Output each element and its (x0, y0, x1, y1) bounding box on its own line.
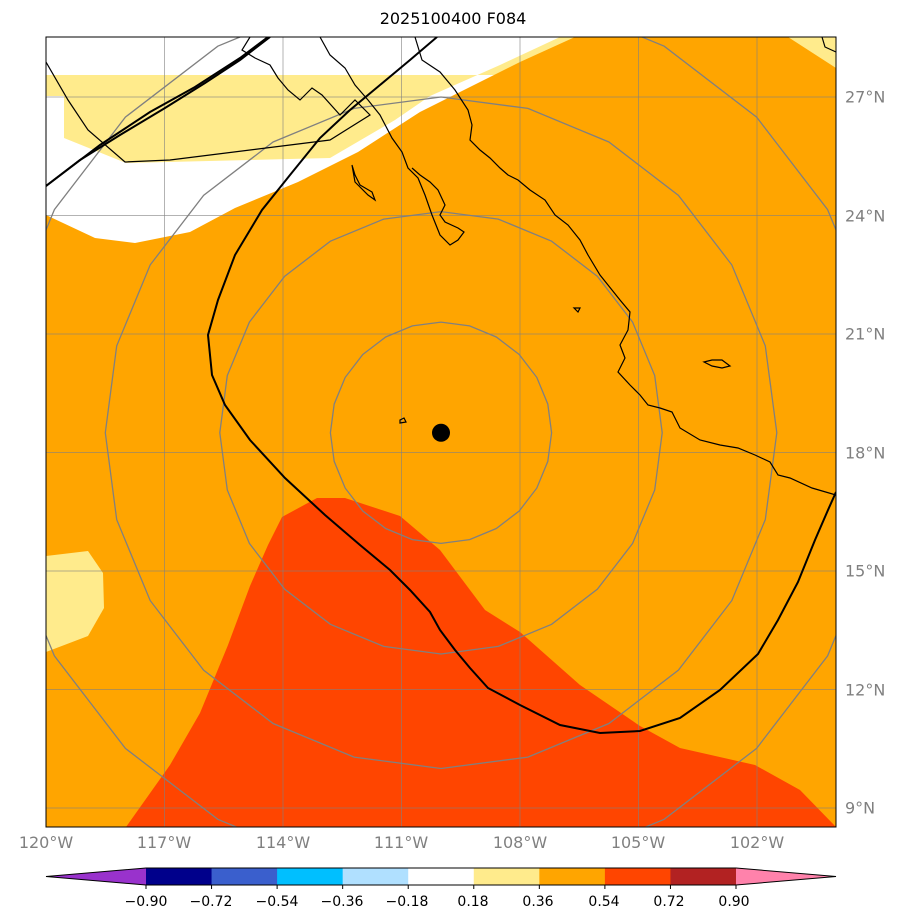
lon-label-108w: 108°W (492, 833, 548, 852)
colorbar-tick-label: −0.18 (385, 894, 429, 910)
lon-label-102w: 102°W (729, 833, 785, 852)
range-ring (104, 96, 778, 770)
lat-label-27n: 27°N (845, 87, 886, 107)
colorbar-tick-label: 0.90 (718, 894, 750, 910)
colorbar-segment (539, 868, 606, 885)
lon-label-105w: 105°W (610, 833, 666, 852)
lat-label-9n: 9°N (845, 798, 876, 818)
colorbar-segment (342, 868, 409, 885)
colorbar (45, 867, 837, 889)
lon-label-114w: 114°W (255, 833, 311, 852)
lon-label-111w: 111°W (373, 833, 429, 852)
red-orange-region (126, 498, 836, 827)
lat-label-21n: 21°N (845, 324, 886, 344)
colorbar-tick-label: 0.18 (457, 894, 489, 910)
colorbar-tick-label: −0.54 (255, 894, 299, 910)
lat-label-12n: 12°N (845, 680, 886, 700)
colorbar-segment (473, 868, 540, 885)
colorbar-extend-high (736, 868, 836, 885)
coastline (46, 37, 836, 496)
colorbar-segment (146, 868, 213, 885)
colorbar-segment (670, 868, 737, 885)
colorbar-tick-label: 0.72 (653, 894, 685, 910)
map-frame (45, 36, 837, 828)
colorbar-tick-label: −0.72 (189, 894, 233, 910)
lat-label-18n: 18°N (845, 443, 886, 463)
colorbar-tick-label: 0.36 (522, 894, 554, 910)
range-ring (329, 321, 553, 545)
lat-label-15n: 15°N (845, 561, 886, 581)
track-upper-line (46, 37, 269, 187)
colorbar-segment (277, 868, 344, 885)
colorbar-segment (211, 868, 278, 885)
storm-center-marker (432, 423, 450, 442)
colorbar-segment (604, 868, 671, 885)
lat-lon-grid (46, 37, 836, 827)
colorbar-segment (408, 868, 475, 885)
lat-label-24n: 24°N (845, 206, 886, 226)
colorbar-extend-low (46, 868, 146, 885)
colorbar-tick-label: −0.36 (320, 894, 364, 910)
colorbar-tick-label: −0.90 (124, 894, 168, 910)
light-yellow-patch (46, 551, 104, 652)
lon-label-120w: 120°W (18, 833, 74, 852)
map-title: 2025100400 F084 (379, 9, 527, 28)
lon-label-117w: 117°W (136, 833, 192, 852)
colorbar-tick-label: 0.54 (588, 894, 620, 910)
